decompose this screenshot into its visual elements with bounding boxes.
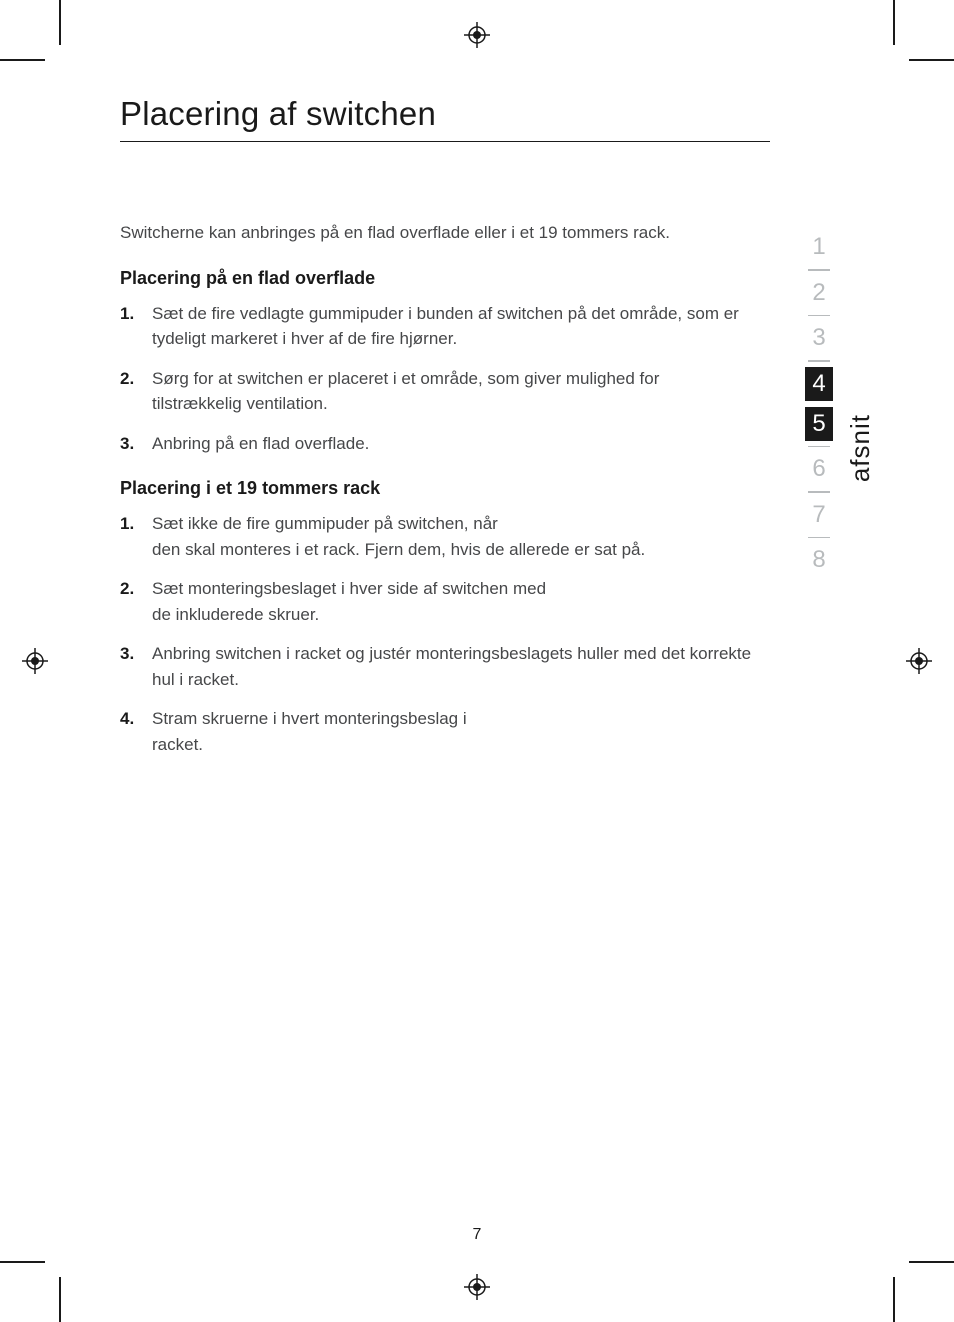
list-number: 2. (120, 576, 152, 627)
section-tab-8: 8 (805, 540, 833, 580)
section-tab-2: 2 (805, 273, 833, 313)
list-number: 3. (120, 641, 152, 692)
registration-mark-icon (906, 648, 932, 674)
list-item: 2. Sæt monteringsbeslaget i hver side af… (120, 576, 770, 627)
ordered-list: 1. Sæt de fire vedlagte gummipuder i bun… (120, 301, 770, 457)
crop-mark (893, 1277, 895, 1322)
crop-mark (59, 0, 61, 45)
section-heading: Placering på en flad overflade (120, 268, 770, 289)
section-tab-7: 7 (805, 495, 833, 535)
list-number: 3. (120, 431, 152, 457)
separator (808, 315, 830, 317)
list-text: Sæt monteringsbeslaget i hver side af sw… (152, 576, 770, 627)
section-tab-1: 1 (805, 227, 833, 267)
list-number: 2. (120, 366, 152, 417)
list-item: 4. Stram skruerne i hvert monteringsbesl… (120, 706, 770, 757)
crop-mark (0, 59, 45, 61)
crop-mark (909, 1261, 954, 1263)
crop-mark (909, 59, 954, 61)
registration-mark-icon (464, 1274, 490, 1300)
list-item: 2. Sørg for at switchen er placeret i et… (120, 366, 770, 417)
list-item: 1. Sæt de fire vedlagte gummipuder i bun… (120, 301, 770, 352)
list-text: Anbring på en flad overflade. (152, 431, 770, 457)
intro-text: Switcherne kan anbringes på en flad over… (120, 220, 770, 246)
list-item: 3. Anbring switchen i racket og justér m… (120, 641, 770, 692)
page-content: Placering af switchen Switcherne kan anb… (120, 95, 770, 779)
list-item: 1. Sæt ikke de fire gummipuder på switch… (120, 511, 770, 562)
registration-mark-icon (464, 22, 490, 48)
separator (808, 360, 830, 362)
separator (808, 537, 830, 539)
list-number: 1. (120, 511, 152, 562)
list-text: Stram skruerne i hvert monteringsbeslag … (152, 706, 770, 757)
list-text: Sørg for at switchen er placeret i et om… (152, 366, 770, 417)
list-number: 1. (120, 301, 152, 352)
list-number: 4. (120, 706, 152, 757)
separator (808, 446, 830, 448)
section-tab-6: 6 (805, 449, 833, 489)
crop-mark (0, 1261, 45, 1263)
registration-mark-icon (22, 648, 48, 674)
list-text: Sæt ikke de fire gummipuder på switchen,… (152, 511, 770, 562)
page-title: Placering af switchen (120, 95, 770, 142)
list-item: 3. Anbring på en flad overflade. (120, 431, 770, 457)
section-tabs: 1 2 3 4 5 6 7 8 (804, 227, 834, 580)
crop-mark (59, 1277, 61, 1322)
ordered-list: 1. Sæt ikke de fire gummipuder på switch… (120, 511, 770, 757)
separator (808, 491, 830, 493)
section-label: afsnit (845, 414, 876, 482)
crop-mark (893, 0, 895, 45)
section-tab-4: 4 (805, 367, 833, 401)
separator (808, 269, 830, 271)
section-heading: Placering i et 19 tommers rack (120, 478, 770, 499)
section-tab-5: 5 (805, 407, 833, 441)
section-tab-3: 3 (805, 318, 833, 358)
list-text: Anbring switchen i racket og justér mont… (152, 641, 770, 692)
list-text: Sæt de fire vedlagte gummipuder i bunden… (152, 301, 770, 352)
page-number: 7 (0, 1226, 954, 1244)
